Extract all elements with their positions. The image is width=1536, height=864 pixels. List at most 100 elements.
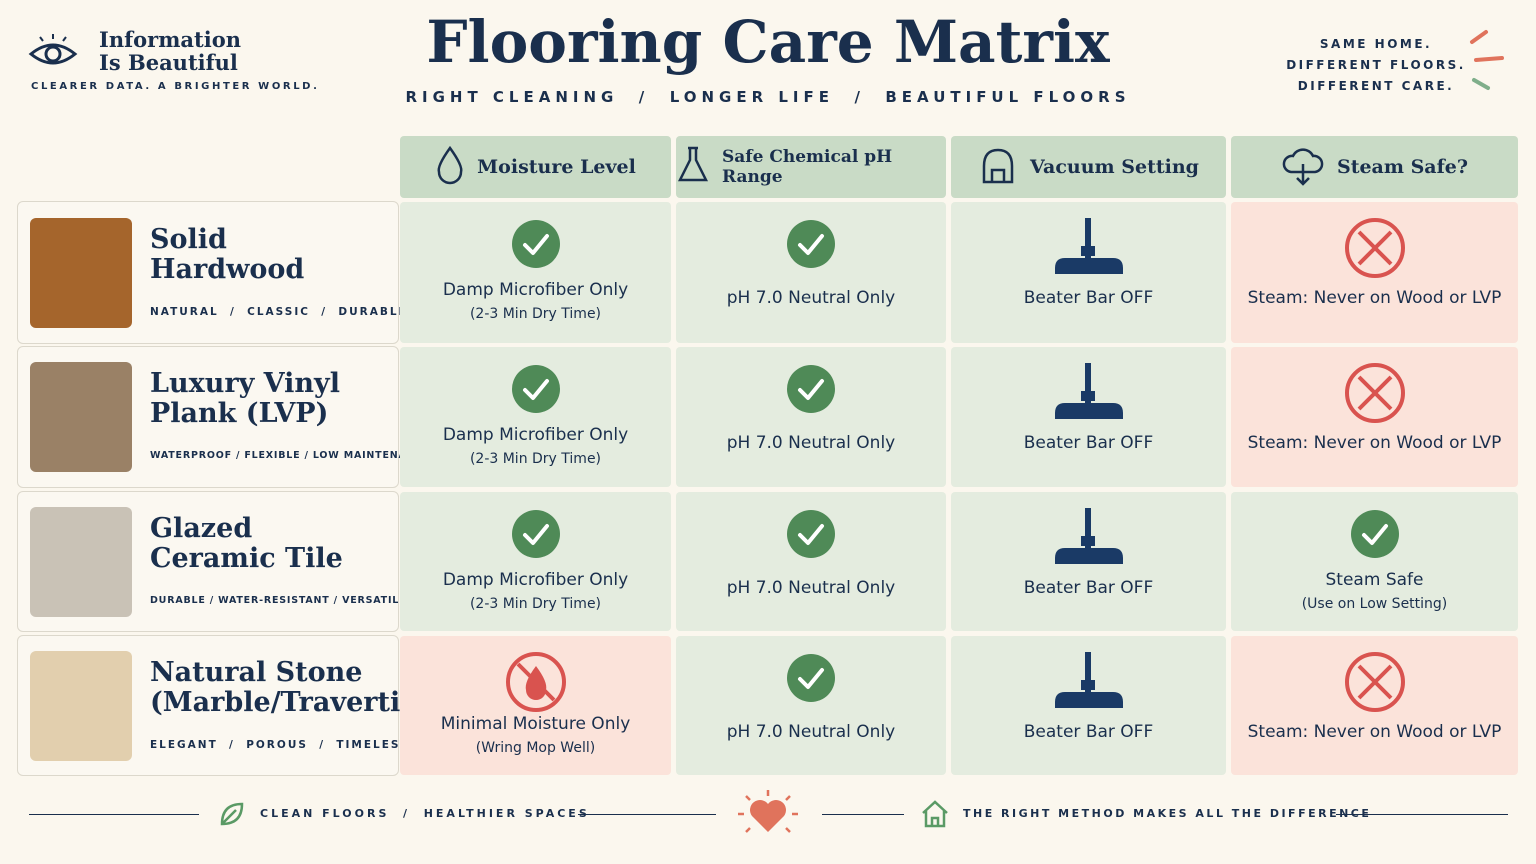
header-note: SAME HOME. DIFFERENT FLOORS. DIFFERENT C… (1270, 34, 1482, 97)
brand-tagline: CLEARER DATA. A BRIGHTER WORLD. (31, 81, 320, 92)
matrix-cell: Damp Microfiber Only (2-3 Min Dry Time) (400, 202, 671, 343)
floor-tags: DURABLE / WATER-RESISTANT / VERSATILE (150, 594, 407, 606)
cell-text: pH 7.0 Neutral Only (726, 288, 896, 308)
brand-name-line: Information (99, 27, 241, 52)
footer-left: CLEAN FLOORS / HEALTHIER SPACES (260, 807, 590, 820)
heart-icon (738, 790, 798, 833)
check-icon (786, 509, 836, 563)
vacuum-icon (1051, 650, 1127, 718)
matrix-cell: Damp Microfiber Only (2-3 Min Dry Time) (400, 347, 671, 487)
cell-text: pH 7.0 Neutral Only (726, 722, 896, 742)
cell-text: Beater Bar OFF (1023, 578, 1154, 598)
floor-name-line: Solid (150, 223, 227, 255)
floor-name-line: Luxury Vinyl (150, 368, 340, 399)
vacuum-icon (1051, 216, 1127, 284)
cell-text: Steam: Never on Wood or LVP (1247, 433, 1502, 453)
column-header: Moisture Level (400, 136, 671, 198)
floor-name-line: Plank (LVP) (150, 398, 329, 429)
floor-name-line: Glazed (150, 512, 253, 544)
matrix-cell: Minimal Moisture Only (Wring Mop Well) (400, 636, 671, 775)
cell-note: (Use on Low Setting) (1301, 596, 1448, 612)
matrix-cell: Damp Microfiber Only (2-3 Min Dry Time) (400, 492, 671, 631)
row-card: Solid Hardwood NATURAL / CLASSIC / DURABLE (17, 201, 406, 344)
column-header: Vacuum Setting (951, 136, 1226, 198)
leaf-icon (220, 802, 244, 826)
swatch (30, 217, 132, 328)
footer-rule (822, 814, 904, 815)
check-icon (786, 653, 836, 707)
floor-name-line: Hardwood (150, 253, 305, 285)
floor-name: Natural Stone (Marble/Travertine) (150, 656, 450, 718)
cell-text: Steam: Never on Wood or LVP (1247, 722, 1502, 742)
cell-note: (2-3 Min Dry Time) (469, 451, 602, 467)
floor-name-line: Natural Stone (150, 656, 363, 688)
cell-note: (Wring Mop Well) (475, 740, 596, 756)
matrix-cell: Beater Bar OFF (951, 202, 1226, 343)
note-line: DIFFERENT FLOORS. (1286, 58, 1466, 72)
cell-note: (2-3 Min Dry Time) (469, 596, 602, 612)
footer-rule (578, 814, 716, 815)
matrix-cell: Steam Safe (Use on Low Setting) (1231, 492, 1518, 631)
nodrop-icon (504, 650, 568, 718)
column-title: Moisture Level (477, 156, 636, 178)
check-icon (786, 364, 836, 418)
brand-name: Information Is Beautiful (99, 28, 241, 74)
footer-right: THE RIGHT METHOD MAKES ALL THE DIFFERENC… (963, 807, 1372, 820)
matrix-cell: Beater Bar OFF (951, 636, 1226, 775)
check-icon (511, 364, 561, 418)
floor-tags: ELEGANT / POROUS / TIMELESS (150, 738, 410, 751)
cell-note: (2-3 Min Dry Time) (469, 306, 602, 322)
cell-text: Beater Bar OFF (1023, 722, 1154, 742)
cell-text: Steam: Never on Wood or LVP (1247, 288, 1502, 308)
column-title: Steam Safe? (1336, 156, 1469, 178)
cell-text: Damp Microfiber Only (442, 570, 629, 590)
matrix-cell: Steam: Never on Wood or LVP (1231, 347, 1518, 487)
vacuum-icon (1051, 506, 1127, 574)
matrix-cell: Beater Bar OFF (951, 492, 1226, 631)
vacuum-icon (1051, 361, 1127, 429)
matrix-cell: pH 7.0 Neutral Only (676, 492, 946, 631)
cell-text: Damp Microfiber Only (442, 425, 629, 445)
row-card: Glazed Ceramic Tile DURABLE / WATER-RESIST… (17, 491, 406, 632)
cell-text: Minimal Moisture Only (440, 714, 631, 734)
floor-name: Glazed Ceramic Tile (150, 512, 343, 574)
cell-text: pH 7.0 Neutral Only (726, 433, 896, 453)
floor-name-line: Ceramic Tile (150, 542, 343, 574)
floor-tags: NATURAL / CLASSIC / DURABLE (150, 305, 408, 318)
brand-name-line: Is Beautiful (99, 50, 238, 75)
matrix-cell: Steam: Never on Wood or LVP (1231, 636, 1518, 775)
check-icon (511, 219, 561, 273)
swatch (30, 362, 132, 472)
note-line: SAME HOME. (1319, 37, 1433, 51)
floor-name: Solid Hardwood (150, 223, 305, 285)
subtitle: RIGHT CLEANING / LONGER LIFE / BEAUTIFUL… (405, 88, 1131, 106)
check-icon (1350, 509, 1400, 563)
footer-rule (1336, 814, 1508, 815)
column-icon (1281, 144, 1325, 190)
cell-text: Steam Safe (1325, 570, 1424, 590)
cell-text: pH 7.0 Neutral Only (726, 578, 896, 598)
floor-name: Luxury Vinyl Plank (LVP) (150, 369, 340, 429)
cell-text: Beater Bar OFF (1023, 433, 1154, 453)
column-icon (978, 144, 1018, 190)
cross-icon (1343, 650, 1407, 718)
column-header: Safe Chemical pH Range (676, 136, 946, 198)
row-card: Natural Stone (Marble/Travertine) ELEGANT … (17, 635, 450, 776)
matrix-cell: pH 7.0 Neutral Only (676, 347, 946, 487)
floor-tags: WATERPROOF / FLEXIBLE / LOW MAINTENANCE (150, 450, 431, 461)
row-card: Luxury Vinyl Plank (LVP) WATERPROOF / FLEX… (17, 346, 430, 488)
matrix-cell: Steam: Never on Wood or LVP (1231, 202, 1518, 343)
matrix-cell: pH 7.0 Neutral Only (676, 202, 946, 343)
brand-logo (28, 34, 78, 65)
swatch (30, 650, 132, 761)
check-icon (786, 219, 836, 273)
column-icon (676, 144, 710, 190)
floor-name-line: (Marble/Travertine) (150, 686, 450, 718)
cell-text: Damp Microfiber Only (442, 280, 629, 300)
footer-rule (29, 814, 199, 815)
column-title: Vacuum Setting (1030, 156, 1199, 178)
cell-text: Beater Bar OFF (1023, 288, 1154, 308)
check-icon (511, 509, 561, 563)
swatch (30, 506, 132, 617)
home-icon (922, 800, 948, 828)
